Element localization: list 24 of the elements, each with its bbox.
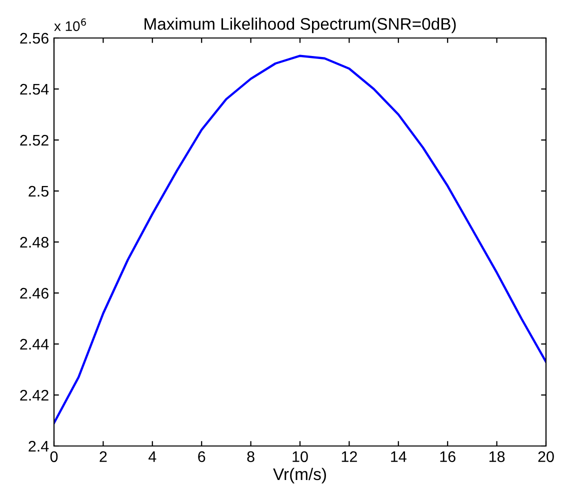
x-tick-label: 16	[440, 451, 456, 462]
x-tick-label: 18	[489, 451, 505, 462]
text: x 10$^{6}$	[54, 18, 86, 32]
y-tick-label: 2.56	[20, 32, 48, 44]
y-tick-label: 2.4	[28, 440, 49, 452]
x-tick-label: 8	[247, 451, 254, 462]
x-tick-label: 14	[391, 451, 406, 462]
x-tick-label: 2	[100, 451, 107, 462]
x-axis-title: Vr(m/s)	[273, 468, 326, 484]
y-tick-label: 2.5	[28, 186, 48, 197]
x-tick-label: 20	[538, 451, 554, 462]
x-tick-label: 6	[198, 451, 206, 462]
y-tick-label: 2.54	[20, 84, 49, 95]
x-tick-label: 12	[342, 451, 357, 462]
y-tick-label: 2.42	[20, 390, 48, 401]
y-tick-label: 2.44	[20, 338, 49, 350]
x-tick-label: 4	[148, 451, 156, 462]
x-tick-label: 10	[292, 451, 308, 462]
x-tick-label: 0	[50, 451, 58, 462]
y-tick-label: 2.52	[20, 134, 48, 146]
y-tick-label: 2.46	[20, 288, 48, 299]
chart-title: Maximum Likelihood Spectrum(SNR=0dB)	[144, 18, 456, 34]
line-series	[54, 54, 546, 424]
y-tick-label: 2.48	[20, 236, 48, 248]
